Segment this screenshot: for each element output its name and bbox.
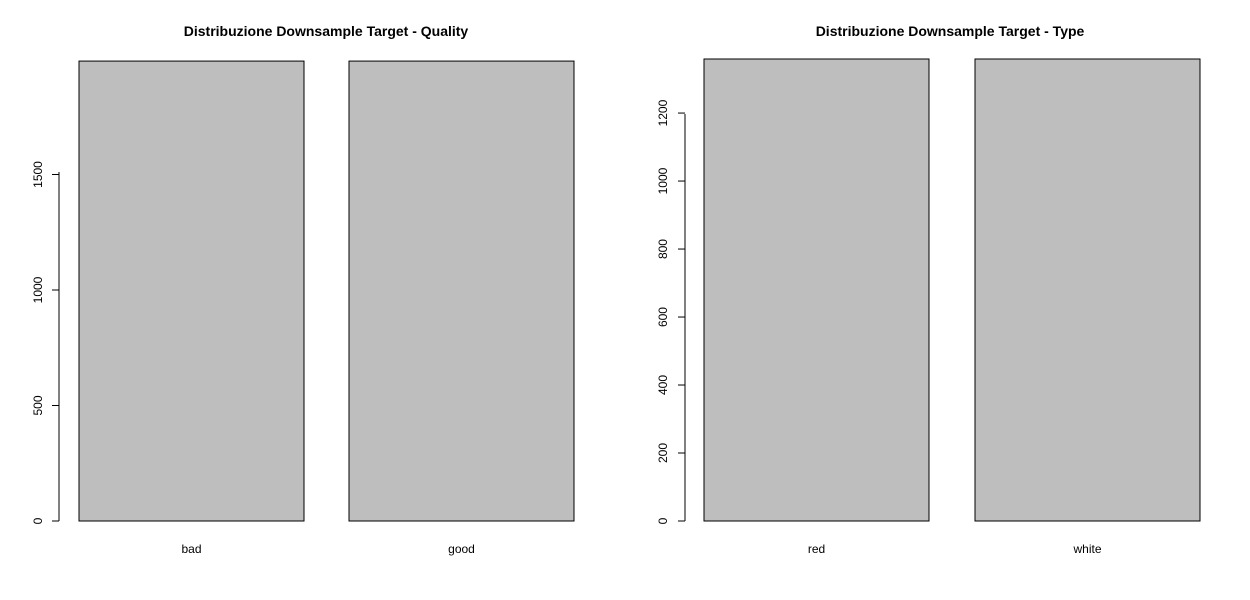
bar-good xyxy=(348,60,575,522)
chart-title-quality: Distribuzione Downsample Target - Qualit… xyxy=(184,23,469,39)
chart-title-type: Distribuzione Downsample Target - Type xyxy=(816,23,1085,39)
y-tick-label-quality: 500 xyxy=(31,395,45,415)
panel-quality: Distribuzione Downsample Target - Qualit… xyxy=(31,23,575,556)
y-tick-label-type: 600 xyxy=(656,307,670,327)
y-tick-label-type: 1200 xyxy=(656,99,670,126)
bar-bad xyxy=(78,60,305,522)
bar-white xyxy=(974,58,1201,522)
x-category-label-white: white xyxy=(1072,542,1101,556)
x-category-label-red: red xyxy=(808,542,825,556)
panel-type: Distribuzione Downsample Target - Type 0… xyxy=(656,23,1201,556)
x-category-label-good: good xyxy=(448,542,475,556)
y-tick-label-quality: 0 xyxy=(31,517,45,524)
bar-red xyxy=(703,58,930,522)
y-tick-label-type: 200 xyxy=(656,443,670,463)
y-tick-label-type: 0 xyxy=(656,517,670,524)
x-category-label-bad: bad xyxy=(181,542,201,556)
y-tick-label-type: 1000 xyxy=(656,167,670,194)
y-tick-label-quality: 1000 xyxy=(31,276,45,303)
y-tick-label-type: 400 xyxy=(656,375,670,395)
y-tick-label-quality: 1500 xyxy=(31,161,45,188)
y-tick-label-type: 800 xyxy=(656,239,670,259)
